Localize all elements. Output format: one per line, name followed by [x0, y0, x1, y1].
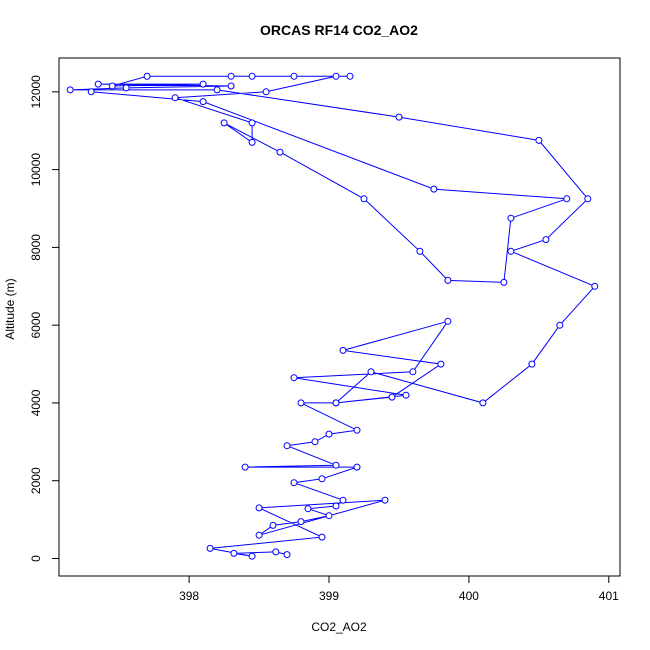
- x-tick-label: 398: [179, 589, 199, 603]
- data-point: [283, 551, 291, 559]
- y-tick-label: 2000: [29, 467, 43, 494]
- data-point: [416, 247, 424, 255]
- data-point: [535, 136, 543, 144]
- data-point: [528, 360, 536, 368]
- data-point: [220, 119, 228, 127]
- data-point: [304, 505, 312, 513]
- data-point: [297, 518, 305, 526]
- data-point: [325, 512, 333, 520]
- x-axis-label: CO2_AO2: [311, 620, 367, 634]
- data-point: [276, 148, 284, 156]
- data-point: [248, 552, 256, 560]
- y-tick-label: 4000: [29, 389, 43, 416]
- data-point: [444, 276, 452, 284]
- data-point: [318, 475, 326, 483]
- y-axis: 0 2000 4000 6000 8000 10000 12000: [29, 75, 60, 562]
- data-point: [367, 368, 375, 376]
- series-layer: [70, 75, 596, 557]
- y-tick-label: 0: [29, 555, 43, 562]
- data-point: [353, 426, 361, 434]
- data-point: [143, 72, 151, 80]
- data-point: [206, 544, 214, 552]
- data-point: [507, 247, 515, 255]
- data-point: [262, 88, 270, 96]
- y-tick-label: 8000: [29, 234, 43, 261]
- data-point: [332, 72, 340, 80]
- data-point: [248, 119, 256, 127]
- data-point: [290, 479, 298, 487]
- data-point: [272, 548, 280, 556]
- data-point: [227, 72, 235, 80]
- data-point: [230, 549, 238, 557]
- x-tick-label: 400: [459, 589, 479, 603]
- data-point: [479, 399, 487, 407]
- data-point: [339, 346, 347, 354]
- data-point: [360, 195, 368, 203]
- data-point: [556, 321, 564, 329]
- data-point: [171, 94, 179, 102]
- data-point: [500, 278, 508, 286]
- data-point: [542, 236, 550, 244]
- data-point: [255, 531, 263, 539]
- data-point: [241, 463, 249, 471]
- data-point: [318, 533, 326, 541]
- data-point: [213, 86, 221, 94]
- y-tick-label: 10000: [29, 153, 43, 187]
- y-axis-label: Altitude (m): [3, 278, 17, 339]
- data-point: [409, 368, 417, 376]
- data-point: [332, 502, 340, 510]
- data-point: [388, 393, 396, 401]
- x-axis: 398 399 400 401: [179, 575, 619, 603]
- y-tick-label: 12000: [29, 75, 43, 109]
- data-point: [94, 80, 102, 88]
- data-point: [248, 72, 256, 80]
- data-point: [248, 138, 256, 146]
- data-point: [325, 430, 333, 438]
- data-point: [66, 86, 74, 94]
- data-point: [290, 374, 298, 382]
- x-tick-label: 399: [319, 589, 339, 603]
- data-point: [255, 504, 263, 512]
- data-point: [332, 399, 340, 407]
- data-point: [87, 88, 95, 96]
- data-point: [591, 282, 599, 290]
- data-point: [339, 496, 347, 504]
- data-point: [283, 442, 291, 450]
- data-point: [269, 521, 277, 529]
- data-point: [199, 80, 207, 88]
- data-point: [437, 360, 445, 368]
- data-point: [507, 214, 515, 222]
- data-point: [290, 72, 298, 80]
- y-tick-label: 6000: [29, 311, 43, 338]
- data-point: [402, 391, 410, 399]
- data-point: [108, 82, 116, 90]
- data-point: [395, 113, 403, 121]
- data-point: [199, 98, 207, 106]
- data-point: [297, 399, 305, 407]
- data-point: [430, 185, 438, 193]
- points-layer: [66, 72, 599, 560]
- data-point: [381, 496, 389, 504]
- chart-title: ORCAS RF14 CO2_AO2: [260, 22, 418, 38]
- data-point: [346, 72, 354, 80]
- data-point: [332, 461, 340, 469]
- plot-area: [58, 57, 621, 577]
- data-point: [444, 317, 452, 325]
- data-point: [563, 195, 571, 203]
- x-tick-label: 401: [599, 589, 619, 603]
- data-point: [584, 195, 592, 203]
- series-line: [70, 75, 596, 557]
- data-point: [122, 84, 130, 92]
- data-point: [227, 82, 235, 90]
- data-point: [311, 438, 319, 446]
- data-point: [353, 463, 361, 471]
